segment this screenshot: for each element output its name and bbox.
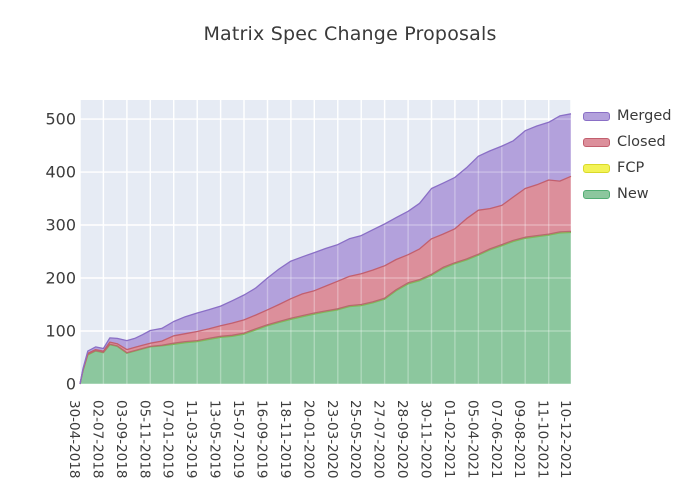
x-tick-label: 01-02-2021 [441, 400, 457, 478]
x-tick-label: 11-10-2021 [535, 400, 551, 478]
x-tick-label: 13-05-2019 [207, 400, 223, 478]
legend-item-merged: Merged [583, 103, 671, 129]
x-tick-label: 18-11-2019 [277, 400, 293, 478]
legend-label-new: New [617, 185, 649, 202]
line-closed [79, 175, 572, 385]
legend-swatch-fcp-icon [583, 163, 610, 173]
legend-swatch-new-icon [583, 189, 610, 199]
x-tick-label: 25-05-2020 [347, 400, 363, 478]
x-tick-label: 28-09-2020 [394, 400, 410, 478]
legend-label-fcp: FCP [617, 159, 645, 176]
x-tick-label: 05-04-2021 [464, 400, 480, 478]
boundary-lines [79, 113, 572, 385]
y-tick-label: 200 [45, 269, 76, 288]
x-tick-label: 05-11-2018 [136, 400, 152, 478]
x-tick-label: 09-08-2021 [511, 400, 527, 478]
y-tick-label: 100 [45, 322, 76, 341]
legend-label-merged: Merged [617, 107, 672, 124]
x-tick-label: 11-03-2019 [183, 400, 199, 478]
x-tick-label: 23-03-2020 [324, 400, 340, 478]
legend-item-new: New [583, 181, 671, 207]
line-merged [79, 113, 572, 385]
y-tick-label: 400 [45, 163, 76, 182]
y-tick-label: 0 [66, 375, 76, 394]
y-axis-labels: 0 100 200 300 400 500 [45, 110, 76, 394]
x-tick-label: 30-11-2020 [418, 400, 434, 478]
x-tick-label: 16-09-2019 [254, 400, 270, 478]
area-closed [80, 176, 571, 384]
legend-swatch-closed-icon [583, 137, 610, 147]
legend-item-closed: Closed [583, 129, 671, 155]
x-tick-label: 15-07-2019 [230, 400, 246, 478]
y-tick-label: 300 [45, 216, 76, 235]
x-tick-label: 10-12-2021 [557, 400, 573, 478]
x-tick-label: 07-06-2021 [488, 400, 504, 478]
x-tick-label: 07-01-2019 [160, 400, 176, 478]
gridlines-overlay [79, 100, 572, 385]
area-new [80, 232, 571, 384]
legend: Merged Closed FCP New [583, 103, 671, 207]
x-axis-labels: 30-04-2018 02-07-2018 03-09-2018 05-11-2018… [66, 400, 573, 478]
legend-label-closed: Closed [617, 133, 666, 150]
x-tick-label: 20-01-2020 [300, 400, 316, 478]
chart-title: Matrix Spec Change Proposals [203, 23, 497, 45]
y-tick-label: 500 [45, 110, 76, 129]
x-tick-label: 27-07-2020 [371, 400, 387, 478]
x-tick-label: 03-09-2018 [113, 400, 129, 478]
line-fcp [79, 230, 572, 385]
legend-swatch-merged-icon [583, 111, 610, 121]
x-tick-label: 02-07-2018 [89, 400, 105, 478]
legend-item-fcp: FCP [583, 155, 671, 181]
x-tick-label: 30-04-2018 [66, 400, 82, 478]
